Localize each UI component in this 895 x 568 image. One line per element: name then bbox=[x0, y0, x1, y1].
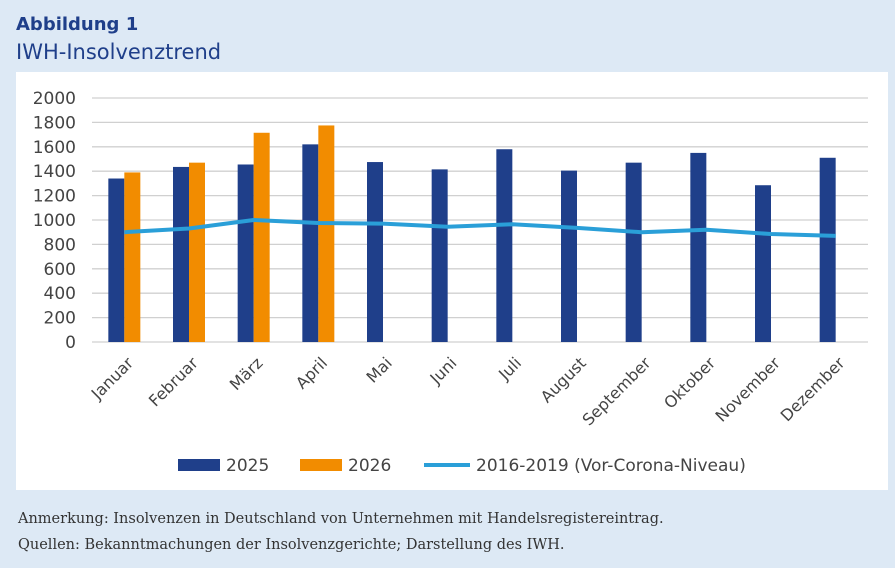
y-axis-ticks: 0 200 400 600 800 1000 1200 1400 1600 1800 2000 bbox=[33, 89, 76, 353]
x-category-label: Februar bbox=[145, 353, 202, 410]
bar-2026 bbox=[318, 125, 335, 342]
bar-2025 bbox=[367, 162, 383, 342]
y-tick-label: 2000 bbox=[33, 89, 76, 109]
y-tick-label: 800 bbox=[44, 235, 76, 255]
bar-2025 bbox=[690, 152, 707, 342]
y-tick-label: 1200 bbox=[33, 187, 76, 207]
figure-notes: Anmerkung: Insolvenzen in Deutschland vo… bbox=[18, 506, 664, 558]
chart-panel: 0 200 400 600 800 1000 1200 1400 1600 1800 2000 Ja… bbox=[16, 72, 888, 490]
x-category-label: September bbox=[579, 353, 655, 429]
insolvency-chart: 0 200 400 600 800 1000 1200 1400 1600 1800 2000 Ja… bbox=[33, 89, 868, 476]
y-tick-label: 1400 bbox=[33, 162, 76, 182]
legend-label: 2026 bbox=[348, 456, 391, 476]
bar-2025 bbox=[496, 149, 513, 342]
y-tick-label: 200 bbox=[44, 309, 76, 329]
legend-swatch bbox=[178, 459, 220, 471]
y-tick-label: 1000 bbox=[33, 211, 76, 231]
y-tick-label: 0 bbox=[65, 333, 76, 353]
y-tick-label: 1800 bbox=[33, 113, 76, 133]
bar-2025 bbox=[819, 157, 836, 342]
note-sources: Quellen: Bekanntmachungen der Insolvenzg… bbox=[18, 537, 565, 553]
bar-2025 bbox=[755, 185, 771, 342]
bar-2025 bbox=[431, 169, 448, 342]
bar-layer bbox=[108, 125, 836, 342]
bar-2025 bbox=[561, 170, 577, 342]
y-tick-label: 1600 bbox=[33, 138, 76, 158]
line-series bbox=[124, 218, 836, 238]
bar-2025 bbox=[625, 162, 642, 342]
x-category-label: August bbox=[537, 353, 590, 406]
note-remark: Anmerkung: Insolvenzen in Deutschland vo… bbox=[18, 511, 664, 527]
legend: 2025 2026 2016-2019 (Vor-Corona-Niveau) bbox=[178, 456, 746, 476]
x-category-label: Januar bbox=[87, 353, 138, 404]
figure-label: Abbildung 1 bbox=[16, 14, 139, 35]
bar-2026 bbox=[189, 162, 205, 342]
bar-2025 bbox=[302, 144, 319, 342]
legend-swatch bbox=[300, 459, 342, 471]
bar-2026 bbox=[253, 132, 270, 342]
y-tick-label: 400 bbox=[44, 284, 76, 304]
x-category-label: April bbox=[292, 353, 331, 392]
legend-label: 2016-2019 (Vor-Corona-Niveau) bbox=[476, 456, 746, 476]
x-category-label: Juni bbox=[426, 353, 461, 388]
x-category-label: Oktober bbox=[660, 353, 719, 412]
legend-label: 2025 bbox=[226, 456, 269, 476]
x-category-label: Mai bbox=[363, 353, 396, 386]
x-category-label: Juli bbox=[494, 353, 525, 384]
x-axis-categories: Januar Februar März April Mai Juni Juli AugustS… bbox=[87, 353, 849, 429]
bar-2025 bbox=[108, 178, 125, 342]
line-layer bbox=[124, 218, 836, 238]
bar-2025 bbox=[173, 166, 189, 342]
grid-layer bbox=[92, 97, 868, 343]
x-category-label: Dezember bbox=[777, 353, 849, 425]
bar-2025 bbox=[237, 164, 254, 342]
figure-title: IWH-Insolvenztrend bbox=[16, 40, 222, 64]
x-category-label: November bbox=[712, 353, 785, 426]
y-tick-label: 600 bbox=[44, 260, 76, 280]
bar-2026 bbox=[124, 172, 141, 342]
x-category-label: März bbox=[226, 353, 267, 394]
